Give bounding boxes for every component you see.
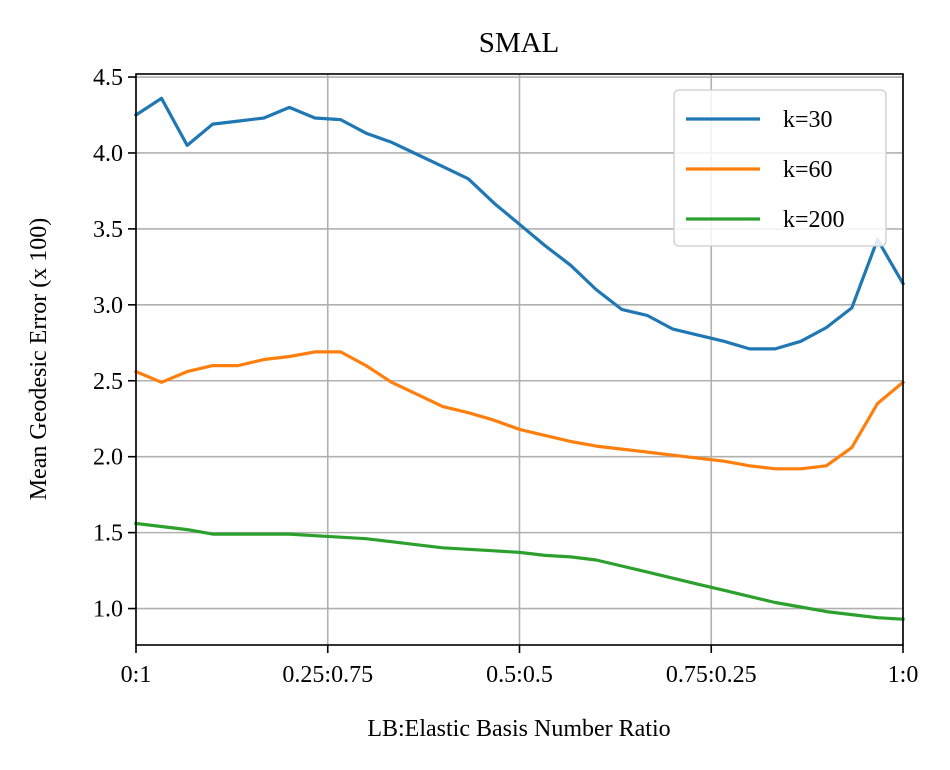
series-line-k-30: [133, 96, 906, 351]
legend-box: [673, 89, 887, 247]
x-tick-label: 0:1: [121, 662, 152, 688]
y-tick-label: 2.0: [93, 445, 123, 471]
y-tick-label: 3.0: [93, 293, 123, 319]
y-axis-label: Mean Geodesic Error (x 100): [26, 218, 52, 501]
x-tick-label: 1:0: [888, 662, 919, 688]
y-tick-label: 3.5: [93, 217, 123, 243]
x-axis-label: LB:Elastic Basis Number Ratio: [367, 716, 670, 742]
series-lines: [133, 96, 906, 621]
series-line-k-200: [134, 521, 905, 621]
chart-title: SMAL: [479, 27, 560, 59]
series-line-k-60: [133, 350, 906, 471]
y-tick-label: 4.0: [93, 141, 123, 167]
y-axis-ticks: 1.0 1.5 2.0 2.5 3.0 3.5 4.0 4.5: [93, 65, 136, 623]
y-tick-label: 4.5: [93, 65, 123, 91]
x-axis-ticks: 0:1 0.25:0.75 0.5:0.5 0.75:0.25 1:0: [121, 645, 919, 688]
y-tick-label: 2.5: [93, 369, 123, 395]
x-tick-label: 0.25:0.75: [282, 662, 373, 688]
legend-label: k=200: [783, 207, 845, 233]
legend-label: k=60: [783, 157, 833, 183]
y-tick-label: 1.5: [93, 521, 123, 547]
legend-label: k=30: [783, 107, 833, 133]
x-tick-label: 0.5:0.5: [486, 662, 553, 688]
legend: k=30 k=60 k=200: [673, 89, 887, 247]
y-tick-label: 1.0: [93, 597, 123, 623]
x-tick-label: 0.75:0.25: [666, 662, 757, 688]
